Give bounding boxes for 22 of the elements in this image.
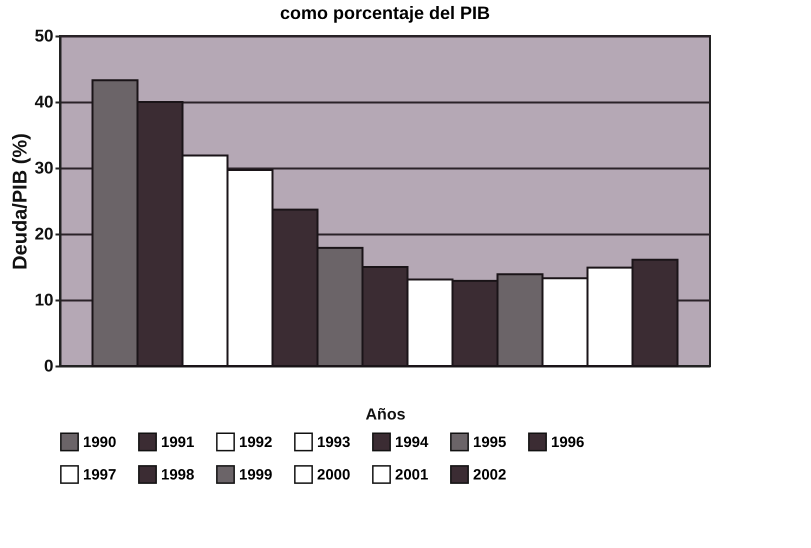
legend-label: 1993 <box>317 434 350 451</box>
y-axis-title: Deuda/PIB (%) <box>10 133 32 270</box>
legend-label: 2001 <box>395 466 428 484</box>
y-tick-label: 0 <box>44 356 54 376</box>
y-tick-label: 10 <box>34 290 54 310</box>
legend-label: 1999 <box>239 466 272 484</box>
y-tick-label: 30 <box>34 158 54 178</box>
y-tick-label: 40 <box>34 92 54 112</box>
legend-label: 1994 <box>395 434 430 451</box>
x-axis-title: Años <box>366 406 406 424</box>
legend-label: 2000 <box>317 466 350 484</box>
legend-label: 1995 <box>473 434 506 451</box>
legend-label: 1997 <box>83 466 116 484</box>
chart-title: como porcentaje del PIB <box>280 3 490 23</box>
legend-label: 2002 <box>473 466 506 484</box>
legend-label: 1990 <box>83 434 116 451</box>
legend-label: 1991 <box>161 434 194 451</box>
y-tick-label: 50 <box>34 26 54 46</box>
legend-label: 1998 <box>161 466 194 484</box>
y-tick-label: 20 <box>34 224 54 244</box>
legend-label: 1996 <box>551 434 584 451</box>
legend-label: 1992 <box>239 434 272 451</box>
